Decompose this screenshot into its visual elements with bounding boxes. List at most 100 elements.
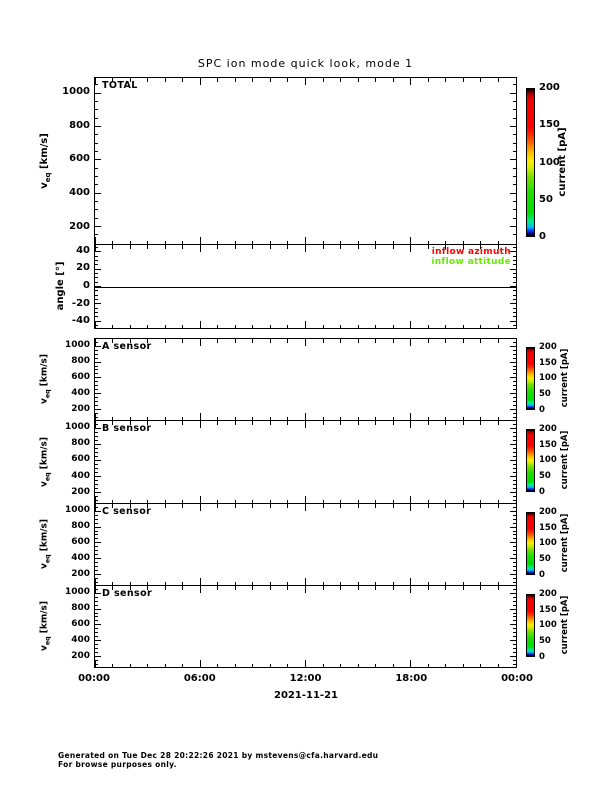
tick-mark: [515, 504, 517, 511]
tick-mark: [513, 463, 516, 465]
tick-mark: [94, 321, 96, 328]
tick-mark: [217, 586, 219, 590]
tick-mark: [462, 586, 464, 590]
colorbar-total: [526, 88, 535, 237]
tick-mark: [129, 245, 131, 249]
tick-mark: [94, 245, 96, 252]
tick-mark: [147, 339, 149, 343]
tick-mark: [182, 324, 184, 328]
tick-mark: [164, 663, 166, 667]
tick-mark: [392, 586, 394, 590]
tick-mark: [95, 624, 101, 626]
legend-inflow-attitude: inflow attitude: [431, 257, 511, 267]
tick-mark: [510, 443, 516, 445]
tick-mark: [129, 339, 131, 343]
tick-mark: [95, 125, 101, 127]
tick-mark: [357, 586, 359, 590]
tick-mark: [217, 245, 219, 249]
tick-mark: [252, 499, 254, 503]
tick-mark: [305, 237, 306, 244]
tick-mark: [513, 423, 516, 425]
tick-mark: [95, 577, 98, 579]
tick-mark: [445, 586, 447, 590]
tick-mark: [95, 648, 98, 650]
tick-mark: [410, 78, 412, 85]
tick-mark: [217, 240, 219, 244]
y-tick-label: 800: [71, 602, 90, 613]
tick-mark: [95, 659, 98, 661]
tick-mark: [392, 421, 394, 425]
tick-mark: [95, 192, 101, 194]
y-tick-label: 1000: [64, 586, 90, 597]
tick-mark: [513, 534, 516, 536]
tick-mark: [513, 487, 516, 489]
tick-mark: [95, 542, 101, 544]
tick-mark: [287, 421, 289, 425]
tick-mark: [375, 245, 377, 249]
tick-mark: [147, 245, 149, 249]
tick-mark: [510, 408, 516, 410]
colorbar-gradient: [527, 348, 534, 409]
zero-degree-line: [95, 286, 516, 288]
tick-mark: [95, 416, 98, 418]
y-tick-label: 40: [76, 244, 90, 256]
x-tick-label: 18:00: [395, 673, 428, 684]
tick-mark: [510, 286, 516, 287]
tick-mark: [513, 209, 516, 211]
tick-mark: [182, 240, 184, 244]
tick-mark: [513, 84, 516, 86]
tick-mark: [305, 413, 306, 420]
y-tick-label: 600: [69, 153, 90, 165]
tick-mark: [513, 577, 516, 579]
tick-mark: [269, 240, 271, 244]
tick-mark: [445, 240, 447, 244]
tick-mark: [182, 586, 184, 590]
tick-mark: [147, 581, 149, 585]
tick-mark: [513, 435, 516, 437]
tick-mark: [513, 479, 516, 481]
tick-mark: [95, 381, 98, 383]
tick-mark: [95, 506, 98, 508]
tick-mark: [305, 321, 306, 328]
tick-mark: [305, 78, 306, 85]
tick-mark: [95, 522, 98, 524]
tick-mark: [510, 393, 516, 395]
y-tick-label: 800: [69, 119, 90, 131]
tick-mark: [513, 506, 516, 508]
colorbar-gradient: [527, 89, 534, 236]
tick-mark: [147, 324, 149, 328]
tick-mark: [392, 245, 394, 249]
tick-mark: [95, 566, 98, 568]
tick-mark: [95, 581, 98, 583]
tick-mark: [234, 586, 236, 590]
tick-mark: [287, 416, 289, 420]
tick-mark: [199, 421, 201, 428]
tick-mark: [357, 339, 359, 343]
tick-mark: [199, 245, 201, 252]
tick-mark: [95, 655, 101, 657]
tick-mark: [305, 660, 306, 667]
tick-mark: [410, 421, 412, 428]
tick-mark: [95, 483, 98, 485]
tick-mark: [480, 581, 482, 585]
tick-mark: [480, 499, 482, 503]
tick-mark: [427, 586, 429, 590]
tick-mark: [287, 504, 289, 508]
tick-mark: [357, 245, 359, 249]
y-tick-label: -20: [71, 297, 90, 309]
tick-mark: [95, 652, 98, 654]
tick-mark: [513, 100, 516, 102]
tick-mark: [147, 421, 149, 425]
tick-mark: [513, 562, 516, 564]
tick-mark: [112, 421, 114, 425]
tick-mark: [322, 586, 324, 590]
tick-mark: [515, 421, 517, 428]
tick-mark: [95, 604, 98, 606]
tick-mark: [480, 504, 482, 508]
tick-mark: [164, 245, 166, 249]
y-axis-label-angle: angle [°]: [55, 261, 66, 311]
tick-mark: [513, 176, 516, 178]
tick-mark: [513, 499, 516, 501]
colorbar-tick-label: 150: [539, 604, 557, 615]
tick-mark: [480, 586, 482, 590]
